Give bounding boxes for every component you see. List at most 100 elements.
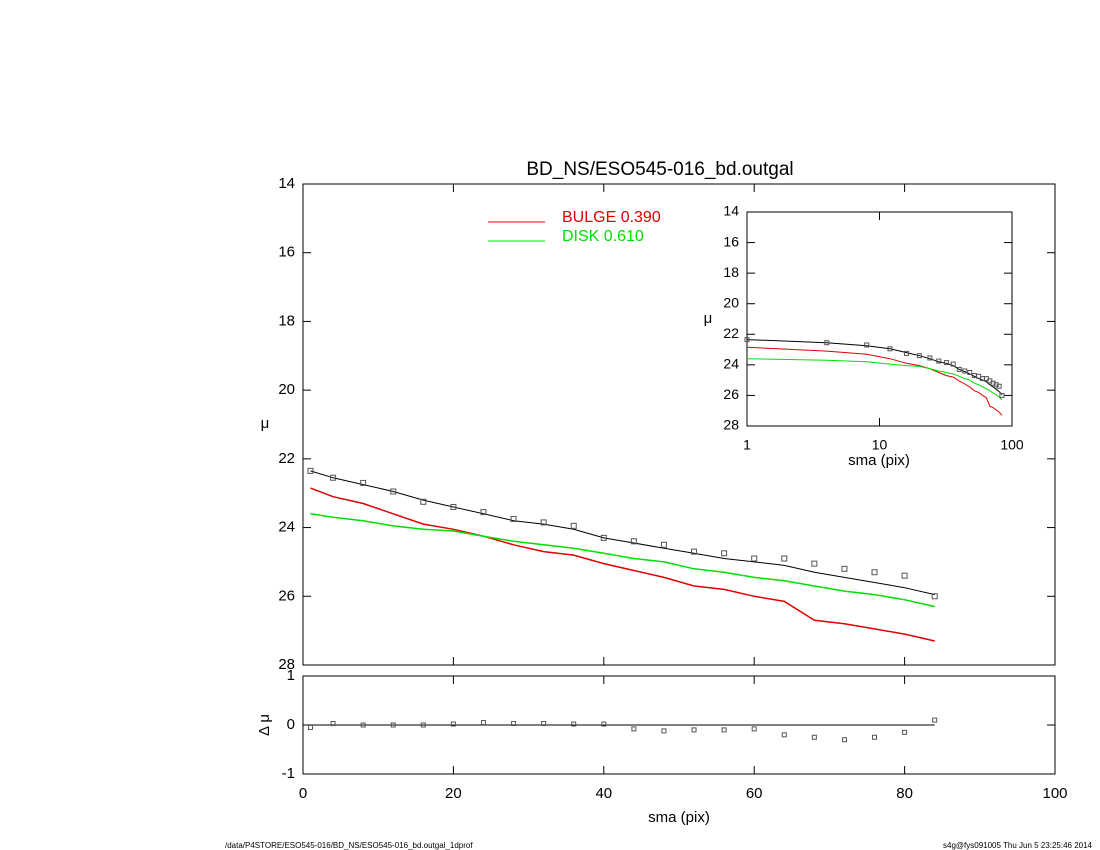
data-point [781,555,788,562]
inset-component-line [746,358,1003,401]
data-point [390,488,397,495]
model-line [310,470,935,596]
inset-data-point [936,358,942,364]
footer-left: /data/P4STORE/ESO545-016/BD_NS/ESO545-01… [225,841,473,850]
y-tick-label: 20 [723,294,739,310]
data-point [871,569,878,576]
residual-point [661,728,667,734]
y-tick-label: 0 [287,716,295,733]
residual-point [450,721,456,727]
data-point [901,572,908,579]
residual-point [571,721,577,727]
data-point [841,565,848,572]
inset-data-point [904,350,910,356]
y-tick-label: 18 [278,312,295,329]
x-tick-label: 1 [743,437,751,453]
residual-point [601,721,607,727]
residual-point [360,722,366,728]
inset-data-point [962,368,968,374]
footer-right: s4g@fys091005 Thu Jun 5 23:25:46 2014 [943,841,1093,850]
residual-point [902,729,908,735]
data-point [721,550,728,557]
data-point [480,509,487,516]
y-axis-label: μ [261,415,270,432]
residual-point [841,737,847,743]
inset-data-point [927,355,933,361]
data-point [420,498,427,505]
residual-point [751,726,757,732]
y-tick-label: -1 [282,765,295,782]
y-tick-label: 24 [723,356,739,372]
residual-point [308,724,314,730]
inset-data-point [996,383,1002,389]
y-tick-label: 28 [723,417,739,433]
x-tick-label: 40 [595,785,612,802]
data-point [360,479,367,486]
inset-data-point [824,340,830,346]
x-tick-label: 80 [896,785,913,802]
data-point [600,534,607,541]
residual-point [420,722,426,728]
inset-data-point [887,346,893,352]
y-tick-label: 26 [278,587,295,604]
data-point [307,467,314,474]
y-tick-label: 1 [287,667,295,684]
y-tick-label: 24 [278,519,295,536]
residual-point [781,732,787,738]
residual-point [811,734,817,740]
x-tick-label: 0 [299,785,307,802]
y-tick-label: 16 [723,233,739,249]
y-tick-label: 28 [278,656,295,673]
inset-data-point [950,361,956,367]
residual-point [390,722,396,728]
inset-model-line [746,339,1003,396]
data-point [450,503,457,510]
residual-point [721,727,727,733]
data-point [751,555,758,562]
inset-data-point [916,353,922,359]
x-tick-label: 100 [1042,785,1067,802]
data-point [630,538,637,545]
inset-x-label: sma (pix) [848,452,910,469]
y-tick-label: 20 [278,381,295,398]
x-axis-label: sma (pix) [648,809,710,826]
inset-data-point [864,342,870,348]
data-point [510,515,517,522]
residual-point [872,734,878,740]
residual-point [480,720,486,726]
residual-y-label: Δ μ [256,714,273,736]
residual-point [541,721,547,727]
y-tick-label: 22 [278,450,295,467]
data-point [570,522,577,529]
residual-point [330,721,336,727]
main-frame [302,183,1056,666]
data-point [691,548,698,555]
x-tick-label: 100 [1000,437,1024,453]
inset-data-point [943,360,949,366]
x-tick-label: 60 [746,785,763,802]
y-tick-label: 14 [723,203,739,219]
inset-frame [746,211,1013,427]
residual-point [691,727,697,733]
y-tick-label: 22 [723,325,739,341]
component-line [310,487,935,642]
legend-label: DISK 0.610 [562,228,644,245]
residual-point [932,717,938,723]
inset-data-point [956,366,962,372]
legend-label: BULGE 0.390 [562,209,661,226]
inset-data-point [999,392,1005,398]
data-point [330,474,337,481]
residual-point [511,721,517,727]
data-point [811,560,818,567]
inset-data-point [744,337,750,343]
inset-component-line [746,346,1003,416]
data-point [931,593,938,600]
x-tick-label: 10 [872,437,888,453]
data-point [660,541,667,548]
y-tick-label: 18 [723,264,739,280]
y-tick-label: 14 [278,175,295,192]
chart-title: BD_NS/ESO545-016_bd.outgal [526,159,793,180]
y-tick-label: 16 [278,244,295,261]
y-tick-label: 26 [723,386,739,402]
